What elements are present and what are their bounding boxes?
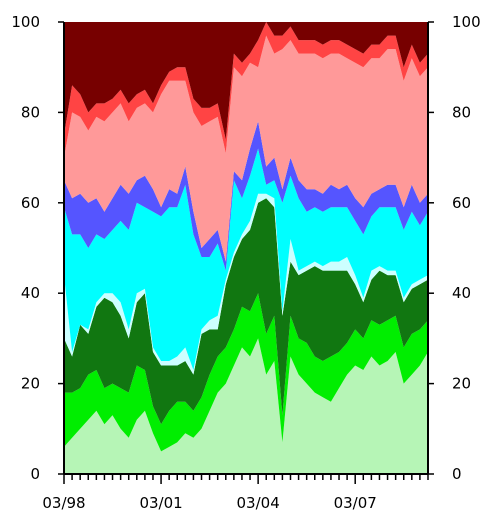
area-series-7 — [64, 35, 428, 262]
y-tick-label-left-60: 60 — [21, 194, 40, 212]
y-tick-label-right-80: 80 — [452, 103, 471, 121]
area-series-1 — [64, 338, 428, 474]
x-tick-label-0: 03/98 — [42, 494, 85, 512]
area-series-6 — [64, 121, 428, 271]
area-series-9 — [64, 22, 428, 140]
axes-group: 0 0 20 20 40 40 60 60 80 80 100 100 03/98 03/01 03/04 0… — [11, 13, 480, 512]
x-tick-label-1: 03/01 — [139, 494, 182, 512]
y-tick-label-left-0: 0 — [30, 465, 40, 483]
y-tick-label-left-100: 100 — [11, 13, 40, 31]
y-tick-label-right-60: 60 — [452, 194, 471, 212]
y-tick-label-right-0: 0 — [452, 465, 462, 483]
y-tick-label-right-40: 40 — [452, 284, 471, 302]
x-tick-label-2: 03/04 — [237, 494, 280, 512]
area-series-2 — [64, 293, 428, 452]
y-tick-label-right-100: 100 — [452, 13, 481, 31]
area-series-group — [64, 22, 428, 474]
area-series-5 — [64, 148, 428, 370]
y-tick-label-left-20: 20 — [21, 375, 40, 393]
area-series-4 — [64, 193, 428, 375]
y-tick-label-left-40: 40 — [21, 284, 40, 302]
x-tick-label-3: 03/07 — [334, 494, 377, 512]
y-tick-label-left-80: 80 — [21, 103, 40, 121]
area-series-3 — [64, 198, 428, 425]
y-tick-label-right-20: 20 — [452, 375, 471, 393]
